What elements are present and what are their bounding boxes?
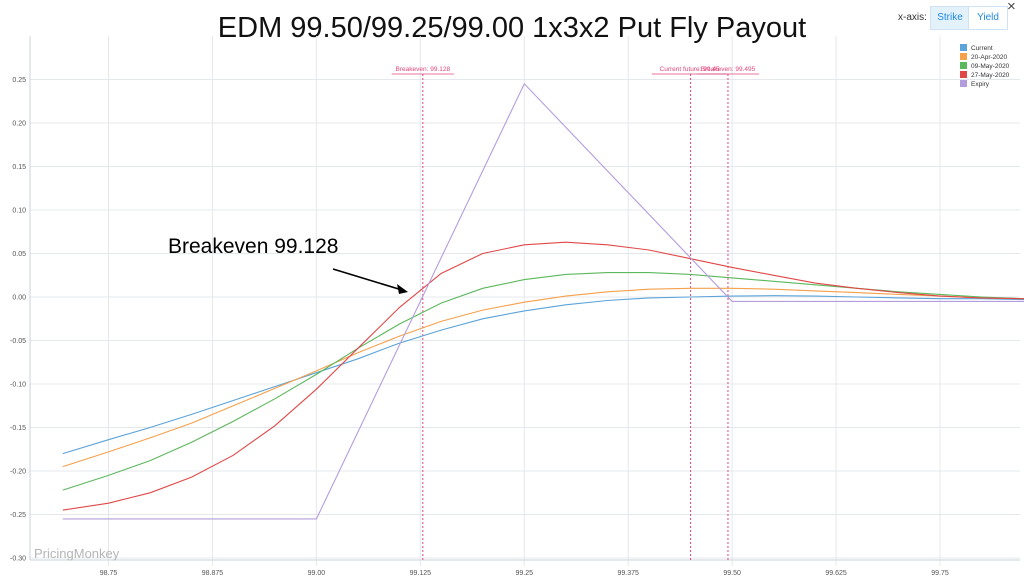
- x-tick-label: 99.625: [825, 570, 847, 577]
- x-axis-yield-button[interactable]: Yield: [968, 6, 1008, 30]
- legend-item[interactable]: Current: [960, 44, 1009, 53]
- y-tick-label: 0.15: [12, 164, 26, 171]
- chart-title: EDM 99.50/99.25/99.00 1x3x2 Put Fly Payo…: [217, 12, 807, 44]
- series-line-09-may-2020: [62, 272, 1024, 491]
- series-line-20-apr-2020: [62, 287, 1024, 468]
- marker-label: Breakeven: 99.495: [701, 66, 756, 73]
- x-axis-toggle-label: x-axis:: [898, 12, 927, 23]
- x-tick-label: 99.375: [617, 570, 639, 577]
- chart-legend: Current 20-Apr-2020 09-May-2020 27-May-2020…: [960, 44, 1009, 89]
- x-tick-label: 99.25: [515, 570, 533, 577]
- marker-group: Current future: 99.45: [651, 66, 728, 560]
- x-axis-strike-button[interactable]: Strike: [930, 6, 970, 30]
- y-tick-label: 0.25: [12, 77, 26, 84]
- y-tick-label: 0.00: [12, 295, 26, 302]
- legend-label: Expiry: [971, 81, 990, 88]
- legend-swatch: [960, 80, 967, 87]
- marker-label: Current future: 99.45: [660, 66, 720, 73]
- annotation-arrow-shaft: [332, 268, 403, 291]
- series-line-expiry: [62, 82, 1024, 520]
- annotation-arrow-head: [397, 284, 408, 294]
- x-tick-label: 99.00: [308, 570, 326, 577]
- legend-label: 20-Apr-2020: [971, 54, 1008, 61]
- legend-swatch: [960, 71, 967, 78]
- y-tick-label: 0.05: [12, 251, 26, 258]
- y-tick-label: 0.10: [12, 208, 26, 215]
- watermark: PricingMonkey: [34, 546, 120, 561]
- y-tick-label: -0.20: [10, 469, 26, 476]
- y-tick-label: -0.30: [10, 556, 26, 563]
- legend-swatch: [960, 44, 967, 51]
- legend-label: Current: [971, 45, 993, 52]
- legend-swatch: [960, 53, 967, 60]
- marker-group: Breakeven: 99.128: [391, 66, 454, 560]
- y-tick-label: -0.25: [10, 512, 26, 519]
- series-line-current: [62, 295, 1024, 455]
- legend-item[interactable]: 27-May-2020: [960, 71, 1009, 80]
- close-icon[interactable]: ×: [1007, 0, 1016, 15]
- y-tick-label: -0.05: [10, 338, 26, 345]
- marker-group: Breakeven: 99.495: [696, 66, 760, 560]
- marker-label: Breakeven: 99.128: [396, 66, 451, 73]
- legend-item[interactable]: 20-Apr-2020: [960, 53, 1009, 62]
- legend-label: 27-May-2020: [971, 72, 1010, 79]
- y-tick-label: -0.15: [10, 425, 26, 432]
- legend-item[interactable]: Expiry: [960, 80, 1009, 89]
- breakeven-annotation: Breakeven 99.128: [168, 235, 339, 258]
- x-tick-label: 99.75: [931, 570, 949, 577]
- legend-swatch: [960, 62, 967, 69]
- x-tick-label: 99.50: [723, 570, 741, 577]
- legend-label: 09-May-2020: [971, 63, 1010, 70]
- x-tick-label: 98.875: [202, 570, 224, 577]
- legend-item[interactable]: 09-May-2020: [960, 62, 1009, 71]
- x-tick-label: 99.125: [410, 570, 432, 577]
- x-tick-label: 98.75: [100, 570, 118, 577]
- y-tick-label: 0.20: [12, 121, 26, 128]
- series-line-27-may-2020: [62, 241, 1024, 511]
- y-tick-label: -0.10: [10, 382, 26, 389]
